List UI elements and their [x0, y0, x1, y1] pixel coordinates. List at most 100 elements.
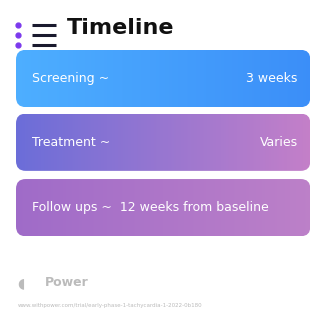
Polygon shape [135, 114, 137, 171]
Polygon shape [237, 50, 238, 107]
Polygon shape [41, 50, 43, 107]
Polygon shape [19, 179, 20, 236]
Polygon shape [218, 179, 219, 236]
Polygon shape [59, 179, 60, 236]
Polygon shape [73, 50, 75, 107]
Polygon shape [82, 179, 84, 236]
Polygon shape [224, 114, 225, 171]
Polygon shape [109, 114, 110, 171]
Polygon shape [57, 114, 59, 171]
Polygon shape [187, 50, 188, 107]
Polygon shape [290, 179, 291, 236]
Polygon shape [279, 50, 281, 107]
Polygon shape [51, 50, 53, 107]
Polygon shape [216, 179, 218, 236]
Polygon shape [20, 114, 22, 171]
Polygon shape [262, 114, 263, 171]
Polygon shape [107, 114, 109, 171]
Polygon shape [278, 179, 279, 236]
Polygon shape [301, 114, 303, 171]
Polygon shape [50, 50, 51, 107]
Polygon shape [243, 114, 244, 171]
Polygon shape [148, 114, 150, 171]
Polygon shape [265, 114, 266, 171]
Polygon shape [234, 50, 235, 107]
Polygon shape [69, 114, 70, 171]
Polygon shape [144, 114, 146, 171]
Polygon shape [203, 50, 204, 107]
Polygon shape [168, 179, 169, 236]
Polygon shape [66, 114, 68, 171]
Polygon shape [81, 114, 82, 171]
Polygon shape [134, 50, 135, 107]
Polygon shape [279, 179, 281, 236]
Polygon shape [100, 179, 101, 236]
Polygon shape [178, 50, 180, 107]
Polygon shape [175, 114, 176, 171]
Text: Timeline: Timeline [67, 18, 175, 38]
Polygon shape [79, 179, 81, 236]
Polygon shape [73, 179, 75, 236]
Polygon shape [238, 50, 240, 107]
Polygon shape [103, 114, 104, 171]
Polygon shape [225, 50, 227, 107]
Polygon shape [88, 179, 90, 236]
Polygon shape [84, 179, 85, 236]
Polygon shape [175, 179, 176, 236]
Polygon shape [252, 50, 253, 107]
Polygon shape [47, 179, 48, 236]
Polygon shape [262, 50, 263, 107]
Polygon shape [66, 179, 68, 236]
Polygon shape [297, 50, 299, 107]
Polygon shape [144, 179, 146, 236]
Polygon shape [95, 50, 97, 107]
Polygon shape [215, 114, 216, 171]
Polygon shape [173, 50, 175, 107]
Polygon shape [165, 114, 166, 171]
Polygon shape [150, 179, 151, 236]
Polygon shape [73, 114, 75, 171]
Polygon shape [16, 50, 18, 107]
Polygon shape [219, 114, 220, 171]
Polygon shape [156, 50, 157, 107]
Polygon shape [193, 114, 194, 171]
Polygon shape [293, 50, 294, 107]
Text: www.withpower.com/trial/early-phase-1-tachycardia-1-2022-0b180: www.withpower.com/trial/early-phase-1-ta… [18, 303, 202, 308]
Polygon shape [117, 179, 119, 236]
Polygon shape [203, 114, 204, 171]
Polygon shape [198, 50, 200, 107]
Polygon shape [188, 114, 190, 171]
Polygon shape [288, 114, 290, 171]
Polygon shape [172, 114, 173, 171]
Polygon shape [28, 50, 29, 107]
Polygon shape [57, 50, 59, 107]
Polygon shape [88, 50, 90, 107]
Polygon shape [213, 179, 215, 236]
Polygon shape [106, 50, 107, 107]
Polygon shape [125, 179, 126, 236]
Polygon shape [150, 50, 151, 107]
Polygon shape [284, 179, 285, 236]
Polygon shape [200, 50, 202, 107]
Polygon shape [66, 50, 68, 107]
Polygon shape [44, 179, 45, 236]
Polygon shape [122, 50, 124, 107]
Polygon shape [300, 50, 301, 107]
Polygon shape [53, 50, 54, 107]
Polygon shape [180, 50, 181, 107]
Polygon shape [181, 179, 182, 236]
Polygon shape [70, 50, 72, 107]
Polygon shape [138, 50, 140, 107]
Polygon shape [288, 50, 290, 107]
Polygon shape [272, 179, 274, 236]
Polygon shape [36, 50, 38, 107]
Polygon shape [303, 179, 305, 236]
Polygon shape [296, 50, 297, 107]
Polygon shape [132, 179, 134, 236]
Text: 3 weeks: 3 weeks [246, 72, 298, 85]
Polygon shape [306, 114, 308, 171]
Polygon shape [231, 179, 232, 236]
Polygon shape [173, 179, 175, 236]
Polygon shape [235, 114, 237, 171]
Polygon shape [300, 114, 301, 171]
